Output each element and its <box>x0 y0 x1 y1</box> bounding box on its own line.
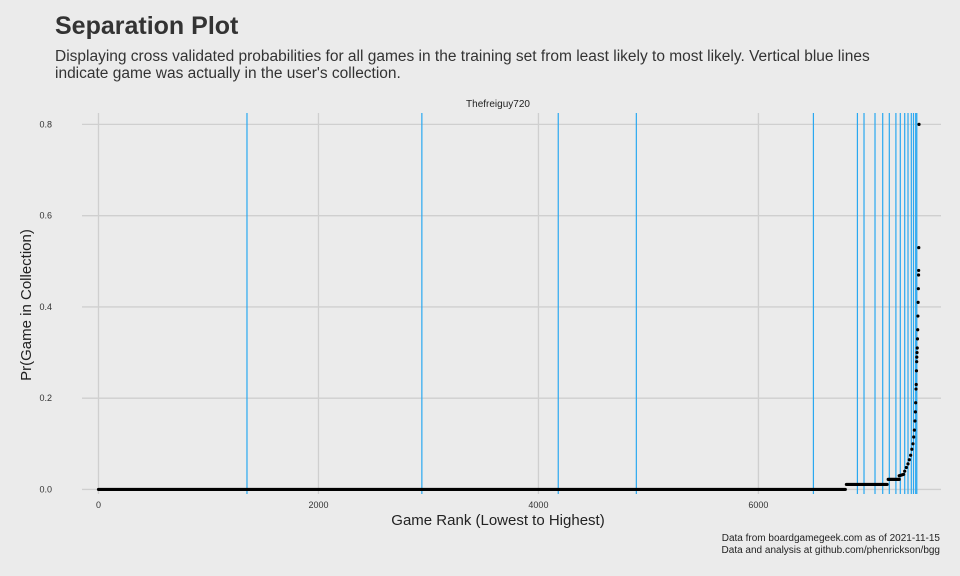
x-tick-label: 4000 <box>528 500 548 510</box>
data-point <box>915 350 919 355</box>
panel-title: Thefreiguy720 <box>466 99 530 110</box>
data-point <box>904 465 908 470</box>
chart-title: Separation Plot <box>55 12 239 40</box>
data-point <box>915 360 919 364</box>
axis-layer: 0 2000 4000 6000 0.0 0.2 0.4 0.6 0.8 <box>39 119 768 510</box>
data-point <box>916 314 920 318</box>
data-point <box>910 447 914 451</box>
y-axis-label: Pr(Game in Collection) <box>18 229 35 381</box>
data-point <box>917 246 921 250</box>
y-tick-label: 0.2 <box>39 393 52 403</box>
data-point <box>906 462 910 466</box>
data-point <box>914 369 919 373</box>
data-point <box>915 337 920 341</box>
data-point <box>915 355 919 359</box>
data-point <box>917 122 921 127</box>
data-point <box>912 428 916 432</box>
data-point <box>903 469 907 473</box>
data-point <box>913 410 917 414</box>
y-tick-label: 0.8 <box>39 119 52 129</box>
y-tick-label: 0.4 <box>39 302 52 312</box>
x-tick-label: 2000 <box>308 500 328 510</box>
x-axis-label: Game Rank (Lowest to Highest) <box>391 512 604 529</box>
data-point <box>914 401 918 405</box>
data-point <box>916 287 920 291</box>
caption: Data from boardgamegeek.com as of 2021-1… <box>722 533 940 557</box>
y-tick-label: 0.0 <box>39 484 52 494</box>
data-point <box>913 419 917 423</box>
data-point <box>907 458 911 462</box>
caption-line-2: Data and analysis at github.com/phenrick… <box>721 545 940 556</box>
data-point <box>917 268 921 273</box>
data-point <box>912 435 916 439</box>
data-point <box>909 453 913 457</box>
chart-subtitle: Displaying cross validated probabilities… <box>55 48 870 82</box>
data-point <box>916 300 920 304</box>
data-point <box>914 382 918 387</box>
caption-line-1: Data from boardgamegeek.com as of 2021-1… <box>721 533 940 544</box>
grid-layer <box>82 113 941 494</box>
x-tick-label: 0 <box>96 500 101 510</box>
data-point <box>916 273 921 277</box>
points-layer <box>96 122 921 492</box>
data-point <box>916 328 920 332</box>
data-point <box>914 387 918 391</box>
data-point <box>911 442 915 446</box>
data-point <box>915 346 919 350</box>
x-tick-label: 6000 <box>748 500 768 510</box>
collection-lines-layer <box>246 113 918 494</box>
probability-points-run <box>897 472 906 478</box>
y-tick-label: 0.6 <box>39 211 52 221</box>
